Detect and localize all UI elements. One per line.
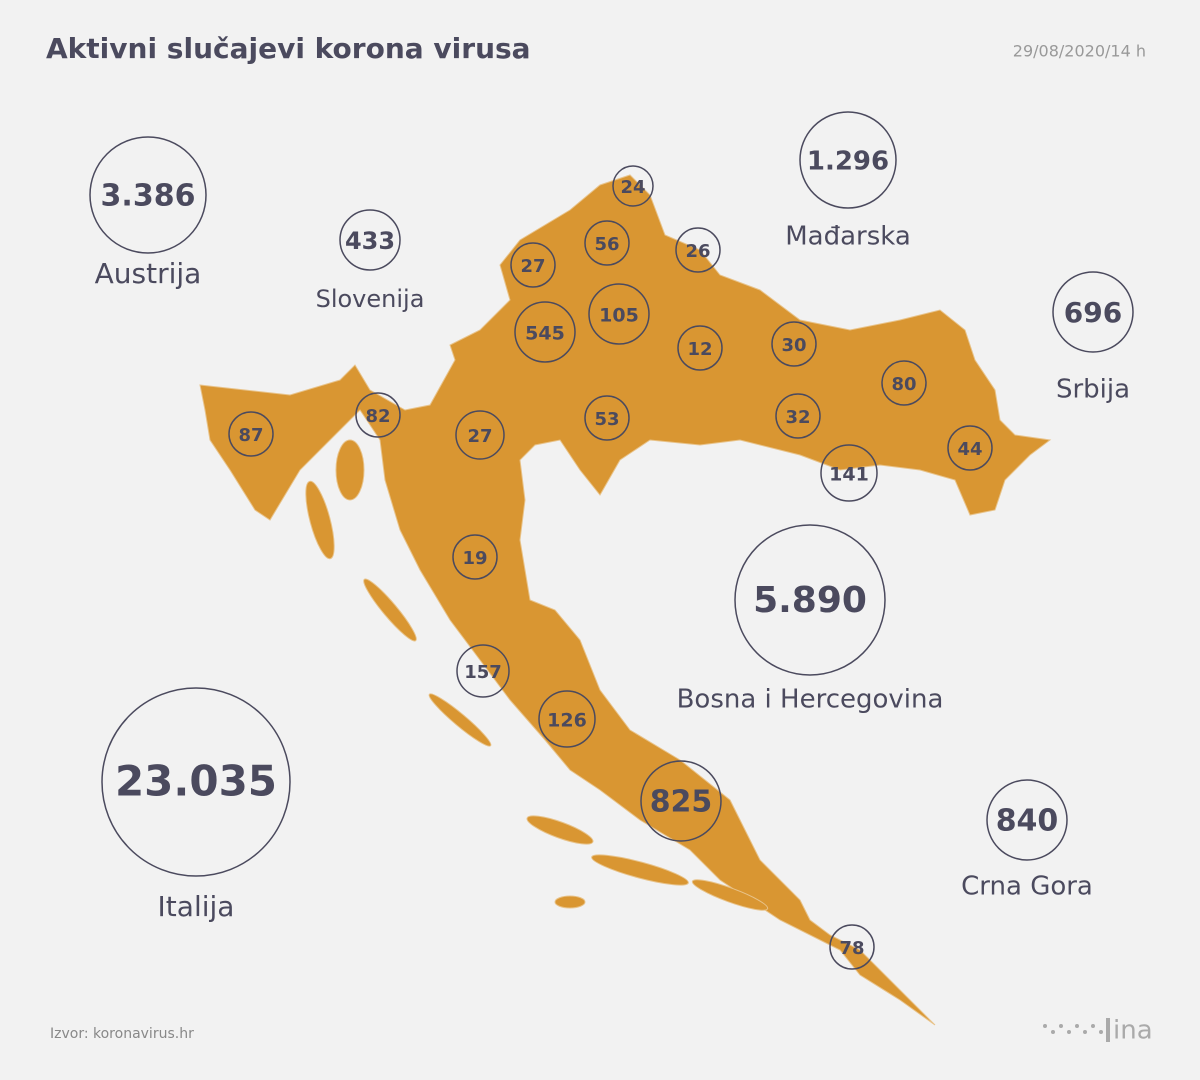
- logo: ina: [1043, 1016, 1153, 1046]
- county-value: 56: [594, 234, 619, 255]
- county-value: 27: [467, 426, 492, 447]
- county-circle: [947, 425, 993, 471]
- island: [554, 895, 586, 909]
- county-circle: [455, 410, 505, 460]
- country-name: Srbija: [1056, 375, 1130, 405]
- island: [526, 815, 594, 845]
- county-circle: [640, 760, 722, 842]
- county-circle: [881, 360, 927, 406]
- country-value: 433: [345, 227, 395, 255]
- logo-text: ina: [1113, 1016, 1153, 1046]
- country-value: 5.890: [753, 580, 867, 621]
- county-value: 44: [957, 439, 982, 460]
- island: [691, 879, 769, 911]
- county-value: 53: [594, 409, 619, 430]
- country-value: 1.296: [807, 147, 889, 177]
- country-name: Italija: [158, 890, 235, 923]
- county-circle: [588, 283, 650, 345]
- county-value: 30: [781, 335, 806, 356]
- croatia-outline: [199, 174, 1052, 1026]
- date: 29/08/2020/14 h: [1013, 42, 1146, 61]
- country-name: Austrija: [95, 257, 202, 290]
- county-value: 32: [785, 407, 810, 428]
- country-circle: [101, 687, 291, 877]
- island: [335, 439, 365, 501]
- county-circle: [228, 411, 274, 457]
- country-circle: [339, 209, 401, 271]
- island: [305, 480, 335, 560]
- country-circle: [986, 779, 1068, 861]
- country-name: Slovenija: [316, 285, 425, 313]
- county-value: 545: [525, 323, 565, 345]
- county-value: 78: [839, 938, 864, 959]
- county-circle: [677, 325, 723, 371]
- county-circle: [538, 690, 596, 748]
- county-circle: [775, 393, 821, 439]
- county-circle: [355, 392, 401, 438]
- county-value: 19: [462, 548, 487, 569]
- county-value: 825: [650, 785, 713, 820]
- county-circle: [584, 220, 630, 266]
- croatia-map: [199, 174, 1052, 1026]
- county-value: 24: [620, 177, 645, 198]
- country-name: Mađarska: [785, 222, 911, 252]
- county-circle: [584, 395, 630, 441]
- county-value: 26: [685, 241, 710, 262]
- island: [591, 854, 689, 886]
- source: Izvor: koronavirus.hr: [50, 1026, 194, 1042]
- county-circle: [612, 165, 654, 207]
- county-circle: [829, 924, 875, 970]
- county-circle: [452, 534, 498, 580]
- country-name: Crna Gora: [961, 872, 1093, 902]
- country-circle: [1052, 271, 1134, 353]
- title: Aktivni slučajevi korona virusa: [46, 32, 531, 65]
- county-value: 126: [547, 710, 587, 732]
- county-value: 105: [599, 305, 639, 327]
- county-circle: [675, 227, 721, 273]
- county-value: 12: [687, 339, 712, 360]
- country-value: 696: [1064, 296, 1122, 329]
- country-circle: [89, 136, 207, 254]
- county-circle: [514, 301, 576, 363]
- county-circle: [771, 321, 817, 367]
- country-value: 840: [996, 804, 1059, 839]
- island: [428, 693, 492, 747]
- county-circle: [510, 242, 556, 288]
- county-value: 157: [464, 662, 502, 683]
- county-circle: [820, 444, 878, 502]
- county-value: 80: [891, 374, 916, 395]
- county-value: 87: [238, 425, 263, 446]
- country-name: Bosna i Hercegovina: [677, 685, 944, 715]
- county-circle: [456, 644, 510, 698]
- country-circle: [734, 524, 886, 676]
- country-value: 3.386: [101, 179, 196, 214]
- island: [363, 578, 417, 642]
- county-value: 141: [829, 464, 869, 486]
- county-value: 82: [365, 406, 390, 427]
- country-value: 23.035: [115, 757, 277, 806]
- county-value: 27: [520, 256, 545, 277]
- country-circle: [799, 111, 897, 209]
